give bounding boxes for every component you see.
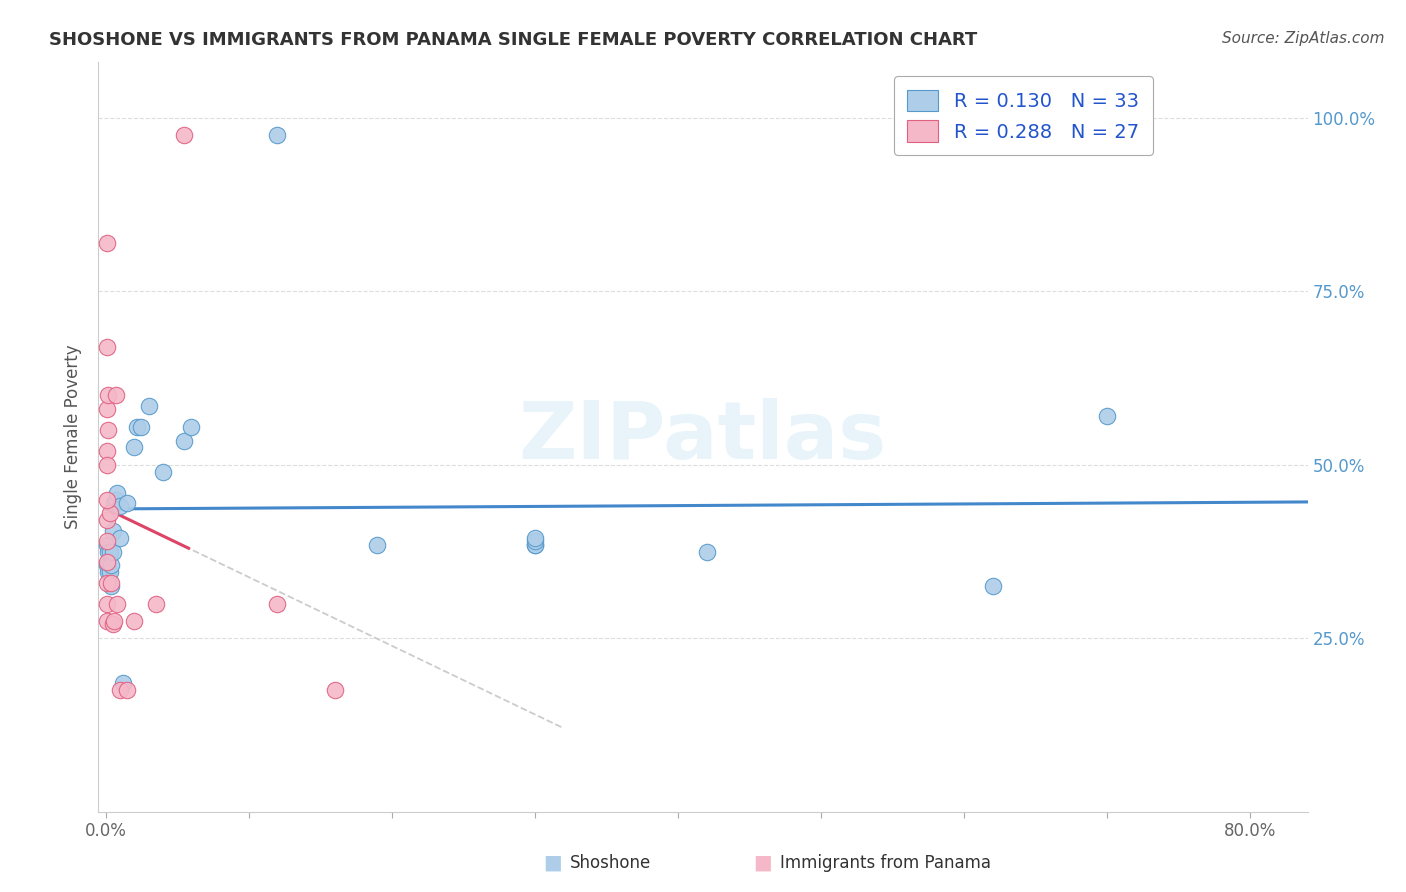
Point: [523, 531, 546, 545]
Point: [523, 538, 546, 552]
Text: ZIPatlas: ZIPatlas: [519, 398, 887, 476]
Point: [105, 485, 128, 500]
Point: [131, 419, 153, 434]
Point: [108, 531, 131, 545]
Point: [98, 566, 121, 580]
Point: [122, 614, 145, 628]
Point: [523, 534, 546, 549]
Point: [96, 235, 118, 250]
Point: [96, 458, 118, 472]
Point: [96, 575, 118, 590]
Text: Shoshone: Shoshone: [569, 855, 651, 872]
Point: [104, 388, 127, 402]
Point: [96, 534, 118, 549]
Point: [981, 579, 1004, 593]
Point: [101, 544, 124, 558]
Point: [145, 597, 167, 611]
Text: SHOSHONE VS IMMIGRANTS FROM PANAMA SINGLE FEMALE POVERTY CORRELATION CHART: SHOSHONE VS IMMIGRANTS FROM PANAMA SINGL…: [49, 31, 977, 49]
Point: [101, 524, 124, 538]
Point: [111, 676, 134, 690]
Point: [96, 340, 118, 354]
Text: Source: ZipAtlas.com: Source: ZipAtlas.com: [1222, 31, 1385, 46]
Point: [696, 544, 718, 558]
Text: Immigrants from Panama: Immigrants from Panama: [780, 855, 991, 872]
Point: [180, 419, 202, 434]
Point: [96, 555, 118, 569]
Point: [173, 128, 195, 143]
Point: [323, 683, 346, 698]
Text: ▪: ▪: [541, 849, 562, 878]
Point: [105, 597, 128, 611]
Point: [115, 496, 138, 510]
Point: [100, 575, 122, 590]
Point: [96, 597, 118, 611]
Point: [97, 566, 120, 580]
Point: [108, 683, 131, 698]
Text: ▪: ▪: [752, 849, 773, 878]
Point: [98, 544, 121, 558]
Point: [98, 507, 121, 521]
Point: [101, 617, 124, 632]
Point: [122, 441, 145, 455]
Y-axis label: Single Female Poverty: Single Female Poverty: [65, 345, 83, 529]
Point: [97, 544, 120, 558]
Point: [1097, 409, 1119, 424]
Point: [100, 579, 122, 593]
Legend: R = 0.130   N = 33, R = 0.288   N = 27: R = 0.130 N = 33, R = 0.288 N = 27: [894, 76, 1153, 155]
Point: [108, 500, 131, 514]
Point: [97, 423, 120, 437]
Point: [96, 402, 118, 417]
Point: [96, 444, 118, 458]
Point: [152, 465, 174, 479]
Point: [523, 538, 546, 552]
Point: [96, 558, 118, 573]
Point: [97, 388, 120, 402]
Point: [96, 614, 118, 628]
Point: [96, 492, 118, 507]
Point: [115, 683, 138, 698]
Point: [103, 496, 125, 510]
Point: [96, 513, 118, 527]
Point: [125, 419, 148, 434]
Point: [366, 538, 388, 552]
Point: [138, 399, 160, 413]
Point: [100, 558, 122, 573]
Point: [96, 538, 118, 552]
Point: [266, 597, 288, 611]
Point: [266, 128, 288, 143]
Point: [103, 614, 125, 628]
Point: [173, 434, 195, 448]
Point: [104, 492, 127, 507]
